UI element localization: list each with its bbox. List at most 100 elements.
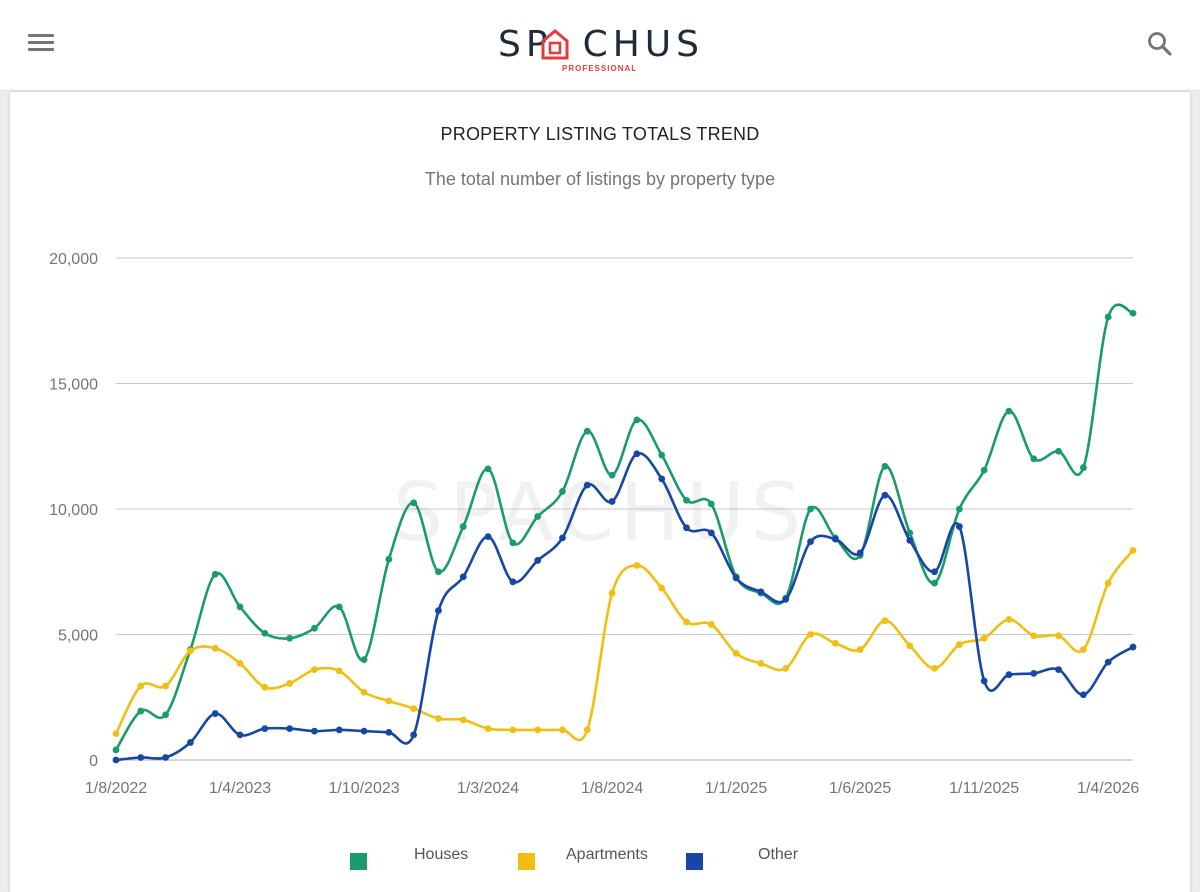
data-point-other bbox=[583, 481, 591, 489]
data-point-other bbox=[410, 731, 418, 739]
x-tick-label: 1/10/2023 bbox=[328, 780, 399, 797]
data-point-houses bbox=[1005, 407, 1013, 415]
data-point-apartments bbox=[1079, 646, 1087, 653]
data-point-other bbox=[162, 754, 170, 761]
data-point-other bbox=[484, 533, 492, 541]
data-point-apartments bbox=[757, 659, 765, 667]
data-point-apartments bbox=[435, 715, 442, 722]
data-point-apartments bbox=[658, 584, 666, 592]
data-point-apartments bbox=[311, 666, 318, 674]
data-point-apartments bbox=[559, 726, 566, 734]
data-point-apartments bbox=[385, 697, 393, 705]
y-tick-label: 20,000 bbox=[49, 251, 98, 268]
data-point-other bbox=[707, 529, 715, 537]
data-point-apartments bbox=[1030, 632, 1038, 640]
series-line-apartments bbox=[114, 549, 1135, 742]
data-point-houses bbox=[707, 500, 715, 508]
data-point-other bbox=[385, 728, 393, 736]
x-tick-label: 1/4/2026 bbox=[1077, 780, 1139, 797]
data-point-other bbox=[286, 725, 294, 733]
hamburger-menu-icon[interactable] bbox=[28, 30, 56, 54]
data-point-apartments bbox=[459, 716, 467, 724]
data-point-other bbox=[112, 756, 120, 764]
data-point-other bbox=[633, 450, 641, 458]
data-point-houses bbox=[955, 505, 963, 513]
data-point-houses bbox=[881, 462, 889, 470]
data-point-apartments bbox=[633, 562, 641, 569]
legend-label: Apartments bbox=[566, 846, 648, 863]
data-point-other bbox=[757, 588, 765, 596]
data-point-other bbox=[1030, 670, 1038, 677]
data-point-other bbox=[236, 731, 244, 739]
menu-line bbox=[28, 41, 54, 44]
top-navigation-bar: SP CHUS PROFESSIONAL bbox=[0, 0, 1200, 91]
legend-label: Houses bbox=[414, 846, 469, 863]
data-point-houses bbox=[1104, 313, 1112, 321]
chart-title: PROPERTY LISTING TOTALS TREND bbox=[440, 124, 760, 144]
data-point-apartments bbox=[211, 644, 219, 652]
data-point-apartments bbox=[608, 589, 616, 597]
legend-swatch bbox=[518, 853, 535, 870]
data-point-other bbox=[931, 568, 938, 576]
data-point-apartments bbox=[286, 680, 294, 687]
data-point-apartments bbox=[335, 667, 343, 675]
data-point-apartments bbox=[782, 664, 790, 672]
data-point-apartments bbox=[1055, 632, 1062, 640]
data-point-houses bbox=[1055, 447, 1062, 455]
x-tick-label: 1/3/2024 bbox=[457, 780, 519, 797]
data-point-apartments bbox=[955, 641, 963, 648]
data-point-apartments bbox=[1005, 616, 1013, 623]
data-point-apartments bbox=[707, 621, 715, 628]
data-point-houses bbox=[1030, 455, 1038, 463]
data-point-houses bbox=[658, 451, 666, 459]
x-tick-label: 1/11/2025 bbox=[949, 780, 1019, 797]
data-point-apartments bbox=[906, 642, 914, 650]
data-point-other bbox=[261, 725, 269, 733]
data-point-houses bbox=[583, 427, 591, 435]
data-point-houses bbox=[286, 634, 294, 642]
data-point-other bbox=[1055, 666, 1062, 674]
data-point-apartments bbox=[261, 683, 269, 691]
logo-subtitle: PROFESSIONAL bbox=[562, 64, 638, 73]
y-tick-label: 15,000 bbox=[49, 377, 98, 394]
data-point-other bbox=[459, 573, 467, 581]
data-point-other bbox=[807, 538, 814, 546]
legend-swatch bbox=[686, 853, 703, 870]
data-point-houses bbox=[633, 416, 641, 424]
spachus-logo[interactable]: SP CHUS PROFESSIONAL bbox=[490, 22, 710, 78]
data-point-other bbox=[335, 726, 343, 734]
data-point-houses bbox=[112, 746, 120, 754]
data-point-apartments bbox=[534, 726, 542, 734]
chart-watermark: SPACHUS bbox=[393, 466, 808, 559]
data-point-houses bbox=[1079, 464, 1087, 471]
data-point-other bbox=[1104, 658, 1112, 666]
data-point-other bbox=[137, 754, 145, 761]
logo-house-icon bbox=[541, 29, 569, 60]
data-point-other bbox=[906, 536, 914, 544]
data-point-apartments bbox=[236, 659, 244, 667]
x-tick-label: 1/1/2025 bbox=[705, 780, 767, 797]
data-point-other bbox=[1129, 643, 1137, 651]
x-tick-label: 1/8/2024 bbox=[581, 780, 643, 797]
legend-label: Other bbox=[758, 846, 799, 863]
data-point-apartments bbox=[931, 664, 938, 672]
y-tick-label: 0 bbox=[89, 753, 98, 770]
data-point-apartments bbox=[831, 639, 839, 647]
chart-subtitle: The total number of listings by property… bbox=[424, 169, 776, 189]
logo-wordmark: SP CHUS bbox=[498, 24, 704, 65]
data-point-other bbox=[435, 607, 442, 615]
data-point-houses bbox=[385, 555, 393, 563]
data-point-apartments bbox=[162, 682, 170, 690]
data-point-houses bbox=[261, 629, 269, 637]
data-point-apartments bbox=[484, 725, 492, 733]
data-point-houses bbox=[1129, 309, 1137, 317]
data-point-houses bbox=[435, 568, 442, 576]
data-point-apartments bbox=[881, 617, 889, 625]
data-point-houses bbox=[335, 603, 343, 611]
magnifier-search-icon[interactable] bbox=[1146, 30, 1174, 58]
data-point-other bbox=[534, 557, 542, 564]
x-tick-label: 1/8/2022 bbox=[85, 780, 147, 797]
data-point-apartments bbox=[683, 618, 690, 626]
x-tick-label: 1/6/2025 bbox=[829, 780, 891, 797]
